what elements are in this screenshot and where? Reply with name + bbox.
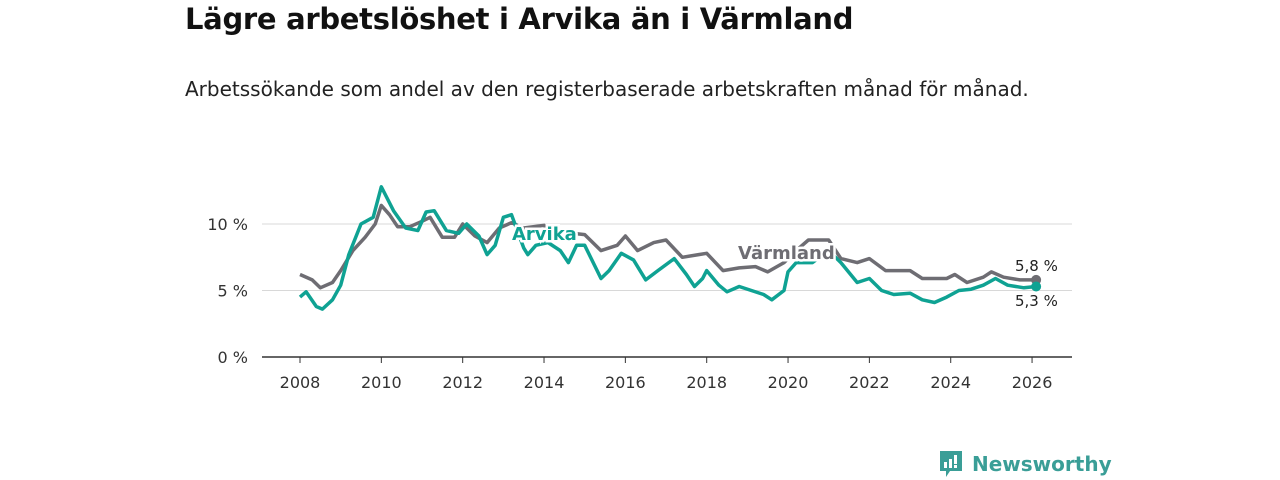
x-tick-label: 2024 [930, 373, 971, 392]
x-tick-label: 2010 [361, 373, 402, 392]
series-line-arvika [298, 185, 1037, 311]
x-tick-label: 2022 [849, 373, 890, 392]
end-value-label: 5,3 % [1015, 292, 1058, 310]
end-point [1031, 281, 1042, 292]
x-tick-label: 2020 [768, 373, 809, 392]
x-tick-label: 2014 [524, 373, 565, 392]
chart-title: Lägre arbetslöshet i Arvika än i Värmlan… [185, 2, 854, 36]
series-line-värmland [299, 203, 1037, 290]
bar-chart-icon [940, 451, 962, 477]
x-tick-label: 2026 [1012, 373, 1053, 392]
y-tick-label: 0 % [218, 348, 248, 367]
chart-subtitle: Arbetssökande som andel av den registerb… [185, 77, 1029, 101]
brand-name: Newsworthy [972, 452, 1112, 476]
end-value-label: 5,8 % [1015, 257, 1058, 275]
x-tick-label: 2008 [280, 373, 321, 392]
x-tick-label: 2012 [442, 373, 483, 392]
series-label-arvika: Arvika [512, 224, 577, 245]
x-tick-label: 2016 [605, 373, 646, 392]
newsworthy-logo: Newsworthy [938, 449, 1112, 479]
series-label-varmland: Värmland [738, 243, 835, 264]
y-tick-label: 5 % [218, 282, 248, 301]
y-tick-label: 10 % [207, 215, 248, 234]
x-tick-label: 2018 [686, 373, 727, 392]
